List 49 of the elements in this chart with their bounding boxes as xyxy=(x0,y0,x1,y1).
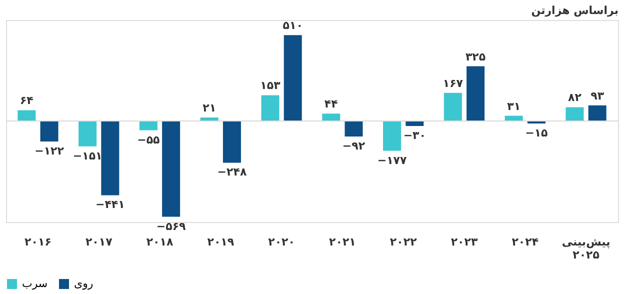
x-tick-label: ۲۰۱۸ xyxy=(146,236,174,248)
bar xyxy=(18,110,36,121)
data-label: ۵۱۰ xyxy=(282,19,303,32)
bar xyxy=(222,121,241,163)
bar xyxy=(139,121,158,130)
bar xyxy=(344,121,363,136)
data-label: −۱۷۷ xyxy=(377,154,407,167)
data-label: −۹۲ xyxy=(342,139,366,152)
data-label: −۴۴۱ xyxy=(95,198,125,212)
x-tick-label: ۲۰۱۷ xyxy=(85,236,113,248)
bar xyxy=(566,107,584,121)
bar xyxy=(162,121,180,217)
data-label: ۳۱ xyxy=(507,100,521,113)
legend-label: سرب xyxy=(22,277,48,290)
bar xyxy=(40,121,58,142)
data-label: −۱۵۱ xyxy=(72,149,102,162)
data-label: ۱۶۷ xyxy=(442,76,464,90)
x-tick-label: ۲۰۲۴ xyxy=(512,236,539,248)
data-label: −۱۵ xyxy=(525,126,548,140)
data-label: ۲۱ xyxy=(202,101,216,114)
data-label: −۱۲۲ xyxy=(34,144,64,158)
bar xyxy=(444,92,462,121)
x-tick-label: ۲۰۲۳ xyxy=(450,236,478,248)
data-label: ۶۴ xyxy=(20,94,34,108)
chart-title: براساس هزارتن xyxy=(531,4,618,17)
x-tick-label: ۲۰۱۹ xyxy=(207,236,234,248)
bar xyxy=(383,121,402,151)
bar xyxy=(78,121,97,146)
x-tick-label: ۲۰۲۱ xyxy=(329,236,356,248)
legend-label: روی xyxy=(74,277,94,290)
bar xyxy=(588,105,606,121)
bar xyxy=(261,95,280,121)
x-tick-label: ۲۰۲۰ xyxy=(268,236,295,248)
bar xyxy=(322,114,340,121)
x-tick-label: ۲۰۲۲ xyxy=(390,236,418,248)
bar xyxy=(466,66,485,121)
x-tick-label: پیش‌بینی ۲۰۲۵ xyxy=(562,236,610,262)
data-label: ۴۴ xyxy=(324,98,338,111)
data-label: ۱۵۳ xyxy=(260,79,281,92)
data-label: ۹۳ xyxy=(590,89,604,102)
data-label: −۵۵ xyxy=(137,133,160,146)
x-tick-label: ۲۰۱۶ xyxy=(24,236,52,248)
data-label: −۲۴۸ xyxy=(217,166,247,179)
bar xyxy=(284,35,302,121)
data-label: ۸۲ xyxy=(568,91,582,104)
data-label: −۳۰ xyxy=(403,129,426,142)
data-label: ۳۲۵ xyxy=(465,50,486,64)
bar xyxy=(101,121,120,196)
data-label: −۵۶۹ xyxy=(156,220,186,233)
